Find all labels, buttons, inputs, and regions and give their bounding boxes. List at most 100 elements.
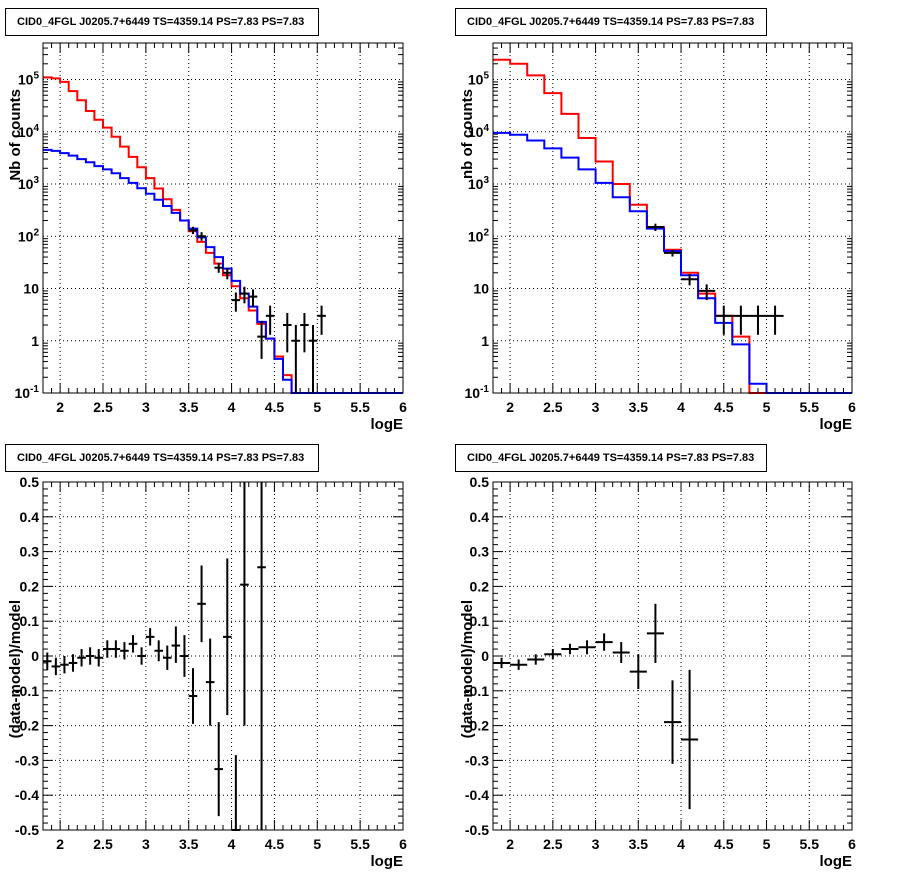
chart-title: CID0_4FGL J0205.7+6449 TS=4359.14 PS=7.8…	[17, 16, 304, 28]
data-point	[197, 565, 206, 643]
x-tick-label: 5	[763, 836, 771, 852]
x-tick-label: 2.5	[543, 399, 563, 415]
plot-frame	[492, 42, 853, 394]
x-tick-label: 5.5	[350, 836, 370, 852]
x-tick-label: 2	[56, 836, 64, 852]
x-tick-label: 4.5	[714, 836, 734, 852]
x-tick-label: 6	[399, 399, 407, 415]
data-point	[111, 640, 121, 658]
data-point	[257, 482, 266, 830]
x-tick-label: 5.5	[350, 399, 370, 415]
data-point	[103, 640, 112, 658]
x-axis-label: logE	[820, 853, 853, 870]
x-tick-label: 4	[228, 399, 236, 415]
y-tick-label: -0.4	[15, 787, 39, 803]
x-tick-label: 4	[677, 836, 685, 852]
y-tick-label: -0.2	[15, 718, 39, 734]
data-point	[240, 286, 249, 304]
y-tick-label: 0.2	[20, 578, 40, 594]
data-point	[154, 640, 163, 662]
chart-panel-1: 2 2.5 3 3.5 4 4.5 5 5.5 6 10-1 1 10 102 103 104 105 logE…	[5, 8, 407, 433]
y-tick-label: 1	[31, 333, 39, 349]
y-tick-label: 0.3	[470, 544, 490, 560]
y-tick-label: 0.4	[470, 509, 490, 525]
y-axis-label: (data-model)/model	[7, 600, 24, 738]
data-point	[163, 645, 172, 670]
y-tick-label: 0.4	[20, 509, 40, 525]
data-point	[205, 638, 215, 726]
title-box	[455, 444, 767, 472]
y-tick-label: 103	[468, 175, 490, 192]
x-tick-label: 2.5	[93, 836, 113, 852]
data-point	[77, 649, 86, 667]
data-point	[68, 654, 78, 672]
y-axis-label: Nb of counts	[7, 89, 24, 181]
y-axis-label: (data-model)/model	[459, 600, 476, 738]
chart-title: CID0_4FGL J0205.7+6449 TS=4359.14 PS=7.8…	[17, 452, 304, 464]
data-point	[663, 680, 682, 764]
data-point	[291, 325, 301, 393]
plot-frame	[492, 481, 853, 831]
y-tick-label: 105	[468, 71, 490, 88]
plot-frame	[42, 42, 404, 394]
y-tick-label: -0.1	[15, 683, 39, 699]
data-point	[214, 722, 223, 817]
title-box	[5, 444, 319, 472]
data-point	[749, 305, 767, 335]
title-box	[5, 8, 319, 36]
x-tick-label: 6	[399, 836, 407, 852]
model-histogram-1	[43, 76, 403, 394]
y-tick-label: 0.5	[20, 474, 40, 490]
data-point	[188, 668, 198, 724]
x-tick-label: 4.5	[714, 399, 734, 415]
data-point	[180, 635, 189, 677]
chart-title: CID0_4FGL J0205.7+6449 TS=4359.14 PS=7.8…	[467, 16, 754, 28]
data-point	[646, 603, 664, 663]
data-point	[60, 656, 69, 674]
data-point	[171, 626, 181, 663]
y-tick-label: 10-1	[15, 384, 40, 401]
y-tick-label: -0.4	[465, 787, 489, 803]
x-tick-label: 5	[313, 399, 321, 415]
data-point	[646, 223, 664, 232]
x-tick-label: 5.5	[800, 399, 820, 415]
y-tick-label: 102	[18, 227, 40, 244]
data-point	[128, 635, 138, 653]
data-point	[145, 628, 155, 646]
data-point	[732, 305, 750, 335]
data-point	[214, 262, 223, 273]
data-point	[248, 289, 258, 308]
data-point	[663, 249, 682, 257]
y-tick-label: 10	[23, 281, 39, 297]
y-tick-label: 0.3	[20, 544, 40, 560]
chart-panel-2: 2 2.5 3 3.5 4 4.5 5 5.5 6 10-1 1 10 102 103 104 105 logE…	[455, 8, 856, 433]
y-tick-label: 0.5	[470, 474, 490, 490]
y-tick-label: -0.5	[465, 822, 489, 838]
x-tick-label: 6	[848, 399, 856, 415]
y-tick-label: 10	[473, 281, 489, 297]
x-axis-label: logE	[371, 416, 404, 433]
data-point	[85, 647, 95, 665]
data-point	[317, 305, 326, 335]
data-point	[595, 633, 613, 651]
x-tick-label: 6	[848, 836, 856, 852]
x-tick-label: 3.5	[629, 836, 649, 852]
y-tick-label: 0.1	[470, 613, 490, 629]
x-tick-label: 4.5	[265, 399, 285, 415]
data-point	[300, 312, 309, 353]
y-tick-label: 0.1	[20, 613, 40, 629]
data-point	[493, 657, 511, 669]
data-point	[681, 669, 699, 810]
data-point	[51, 657, 61, 676]
chart-panel-3: 2 2.5 3 3.5 4 4.5 5 5.5 6 -0.5 -0.4 -0.3 -0.2 -0.1 0 0.…	[5, 444, 407, 870]
data-point	[561, 643, 579, 655]
x-tick-label: 3	[592, 399, 600, 415]
data-point	[223, 558, 232, 716]
y-tick-label: 105	[18, 71, 40, 88]
y-axis-label: nb of counts	[459, 89, 476, 179]
data-point	[223, 267, 232, 280]
y-tick-label: 103	[18, 175, 40, 192]
data-point	[629, 654, 647, 690]
y-tick-label: 0	[481, 648, 489, 664]
